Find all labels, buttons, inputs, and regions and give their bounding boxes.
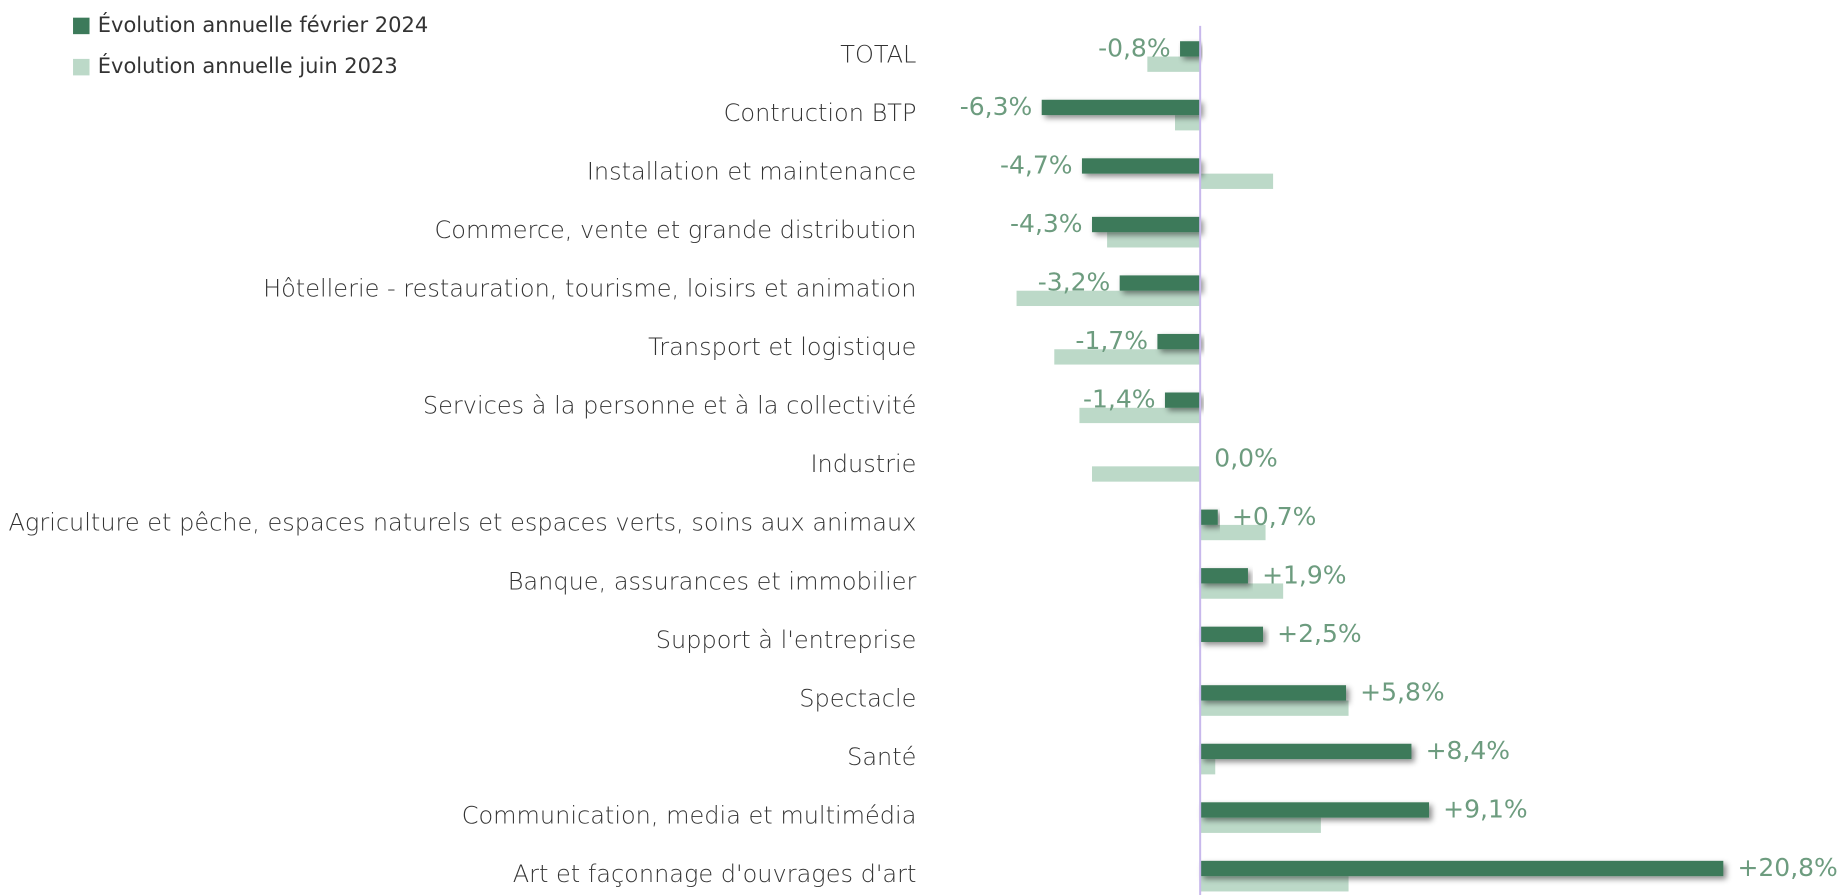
bar	[1200, 817, 1321, 833]
bar	[1200, 626, 1264, 642]
legend-swatch	[73, 17, 90, 35]
category-label: Spectacle	[799, 684, 916, 712]
bar	[1164, 392, 1201, 408]
bar	[1081, 158, 1201, 174]
bar	[1054, 349, 1201, 365]
bar	[1200, 700, 1349, 716]
value-label: +20,8%	[1737, 853, 1837, 882]
value-label: 0,0%	[1214, 443, 1278, 472]
legend-swatch	[73, 58, 90, 76]
category-label: Support à l'entreprise	[656, 626, 917, 654]
category-label: Hôtellerie - restauration, tourisme, loi…	[263, 275, 916, 303]
value-label: +9,1%	[1443, 795, 1527, 824]
value-label: +1,9%	[1262, 560, 1346, 589]
value-label: -4,3%	[1010, 209, 1083, 238]
bar	[1079, 407, 1201, 424]
legend-label: Évolution annuelle février 2024	[98, 12, 428, 37]
bar	[1175, 115, 1201, 131]
bar	[1200, 173, 1274, 189]
bar	[1092, 216, 1201, 233]
bar	[1200, 568, 1248, 584]
category-label: Installation et maintenance	[587, 157, 917, 185]
bar	[1200, 583, 1284, 599]
value-label: -3,2%	[1038, 268, 1111, 297]
bar	[1180, 41, 1201, 57]
legend-label: Évolution annuelle juin 2023	[98, 53, 398, 78]
value-label: -1,7%	[1075, 326, 1148, 355]
value-label: +5,8%	[1360, 677, 1444, 706]
bar	[1200, 860, 1724, 877]
category-label: Industrie	[810, 450, 916, 478]
bar	[1200, 759, 1216, 775]
value-label: +0,7%	[1232, 502, 1316, 531]
bar	[1200, 876, 1349, 892]
value-label: -4,7%	[1000, 151, 1073, 180]
bar	[1200, 743, 1412, 760]
value-label: +2,5%	[1277, 619, 1361, 648]
bar	[1200, 802, 1430, 818]
value-label: -0,8%	[1098, 33, 1171, 62]
category-label: Contruction BTP	[724, 99, 917, 127]
category-label: TOTAL	[840, 40, 916, 68]
bar	[1200, 509, 1218, 525]
value-label: +8,4%	[1426, 736, 1510, 765]
category-label: Santé	[847, 743, 916, 771]
bar	[1200, 524, 1266, 541]
category-label: Banque, assurances et immobilier	[508, 567, 917, 595]
value-label: -1,4%	[1083, 385, 1156, 414]
category-label: Services à la personne et à la collectiv…	[423, 392, 917, 420]
bar	[1147, 56, 1201, 72]
category-label: Art et façonnage d'ouvrages d'art	[513, 860, 917, 888]
category-label: Transport et logistique	[648, 333, 916, 361]
bar	[1107, 232, 1201, 248]
bar	[1092, 466, 1201, 482]
value-label: -6,3%	[960, 92, 1033, 121]
bar	[1157, 333, 1201, 350]
bar	[1041, 99, 1201, 116]
category-label: Communication, media et multimédia	[462, 801, 917, 829]
category-label: Agriculture et pêche, espaces naturels e…	[9, 509, 917, 537]
bar	[1119, 275, 1201, 291]
category-label: Commerce, vente et grande distribution	[435, 216, 917, 244]
bar	[1016, 290, 1201, 307]
bar	[1200, 685, 1347, 701]
